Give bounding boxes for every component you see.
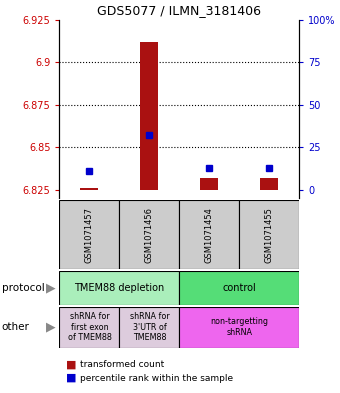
Text: GSM1071456: GSM1071456 — [145, 207, 154, 263]
Bar — [200, 178, 218, 190]
Bar — [59, 271, 180, 305]
Title: GDS5077 / ILMN_3181406: GDS5077 / ILMN_3181406 — [97, 4, 261, 17]
Text: percentile rank within the sample: percentile rank within the sample — [80, 374, 233, 382]
Text: transformed count: transformed count — [80, 360, 164, 369]
Bar — [59, 200, 119, 269]
Text: ■: ■ — [66, 360, 77, 370]
Text: control: control — [222, 283, 256, 293]
Text: other: other — [2, 322, 30, 332]
Bar — [179, 271, 299, 305]
Text: ■: ■ — [66, 373, 77, 383]
Bar — [179, 200, 239, 269]
Text: GSM1071455: GSM1071455 — [265, 207, 274, 263]
Text: protocol: protocol — [2, 283, 45, 293]
Bar — [81, 188, 99, 190]
Text: ▶: ▶ — [46, 321, 55, 334]
Bar — [119, 200, 179, 269]
Text: shRNA for
3'UTR of
TMEM88: shRNA for 3'UTR of TMEM88 — [130, 312, 169, 342]
Text: ▶: ▶ — [46, 281, 55, 294]
Bar — [179, 307, 299, 348]
Text: TMEM88 depletion: TMEM88 depletion — [74, 283, 165, 293]
Text: GSM1071454: GSM1071454 — [205, 207, 214, 263]
Bar — [260, 178, 278, 190]
Bar — [119, 307, 179, 348]
Text: GSM1071457: GSM1071457 — [85, 207, 94, 263]
Bar — [239, 200, 299, 269]
Bar — [140, 42, 158, 190]
Bar — [59, 307, 119, 348]
Text: non-targetting
shRNA: non-targetting shRNA — [210, 318, 268, 337]
Text: shRNA for
first exon
of TMEM88: shRNA for first exon of TMEM88 — [68, 312, 112, 342]
